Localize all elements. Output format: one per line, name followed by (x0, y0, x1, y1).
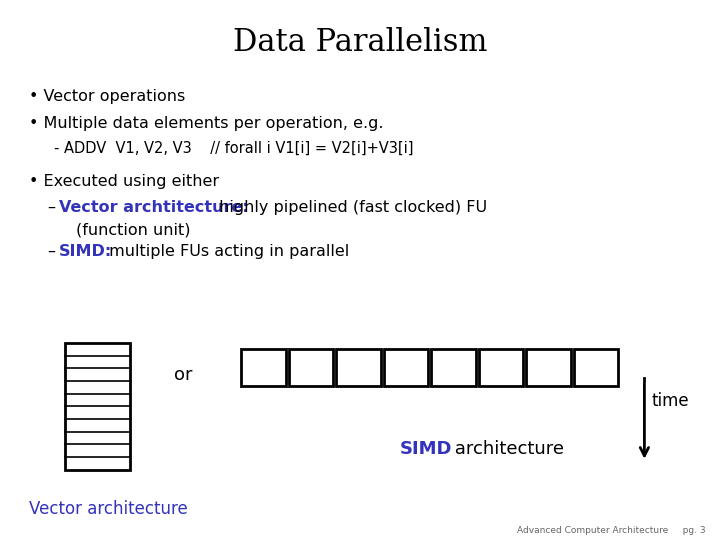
Text: or: or (174, 366, 193, 383)
Text: multiple FUs acting in parallel: multiple FUs acting in parallel (104, 244, 350, 259)
Text: highly pipelined (fast clocked) FU: highly pipelined (fast clocked) FU (214, 200, 487, 215)
Bar (336, 349, 381, 386)
Text: • Vector operations: • Vector operations (29, 89, 185, 104)
Bar (289, 349, 333, 386)
Text: • Executed using either: • Executed using either (29, 174, 219, 189)
Bar (241, 349, 286, 386)
Text: time: time (652, 392, 689, 409)
Text: • Multiple data elements per operation, e.g.: • Multiple data elements per operation, … (29, 116, 383, 131)
Bar (479, 349, 523, 386)
Text: (function unit): (function unit) (76, 222, 190, 238)
Text: - ADDV  V1, V2, V3    // forall i V1[i] = V2[i]+V3[i]: - ADDV V1, V2, V3 // forall i V1[i] = V2… (54, 140, 413, 156)
Bar (574, 349, 618, 386)
Bar (526, 349, 571, 386)
Text: Vector architecture: Vector architecture (29, 500, 187, 517)
Text: Data Parallelism: Data Parallelism (233, 27, 487, 58)
Text: Advanced Computer Architecture     pg. 3: Advanced Computer Architecture pg. 3 (517, 525, 706, 535)
Bar (65, 343, 130, 470)
Text: –: – (47, 244, 55, 259)
Bar (384, 349, 428, 386)
Text: architecture: architecture (449, 440, 564, 458)
Text: SIMD:: SIMD: (59, 244, 112, 259)
Text: Vector archtitecture:: Vector archtitecture: (59, 200, 249, 215)
Text: –: – (47, 200, 55, 215)
Text: SIMD: SIMD (400, 440, 452, 458)
Bar (431, 349, 476, 386)
